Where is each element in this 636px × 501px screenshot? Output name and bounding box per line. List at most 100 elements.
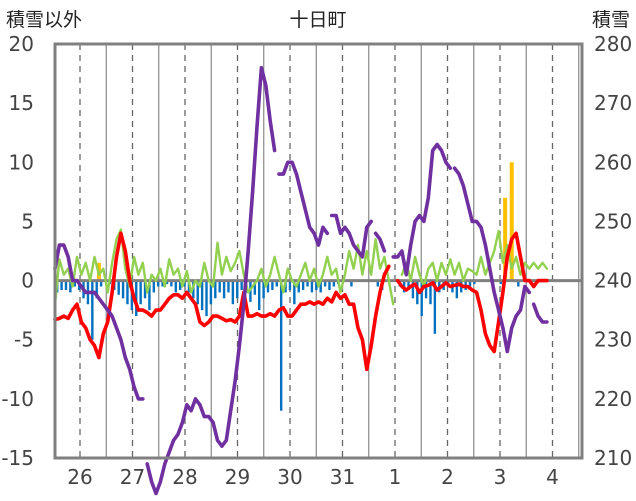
- precip-bar: [473, 280, 476, 285]
- right-tick-label: 260: [594, 150, 632, 174]
- precip-bar: [416, 280, 419, 305]
- gridlines: [79, 44, 580, 458]
- precip-bar: [297, 280, 300, 293]
- precip-bar: [165, 280, 169, 285]
- precip-bar: [271, 280, 274, 291]
- precip-bar: [332, 280, 336, 287]
- precip-bar: [121, 280, 125, 299]
- temperature-line: [53, 231, 549, 372]
- precip-bar: [420, 280, 423, 317]
- precip-bar: [95, 280, 98, 299]
- snowfall-bar: [509, 162, 514, 281]
- left-axis-ticks: 20 15 10 5 0 -5 -10 -15: [1, 32, 34, 470]
- precip-bar: [222, 280, 226, 299]
- precip-bar: [517, 280, 520, 287]
- precip-bar: [433, 280, 437, 334]
- precip-bar: [148, 280, 151, 311]
- precip-bar: [209, 280, 213, 305]
- precip-bar: [310, 280, 314, 293]
- snowfall-bar: [503, 197, 508, 281]
- precip-bar: [214, 280, 217, 299]
- precip-bar: [178, 280, 182, 291]
- precip-bar: [266, 280, 270, 293]
- left-tick-label: 15: [9, 91, 34, 115]
- day-label: 2: [441, 465, 454, 489]
- plot-background: [55, 44, 582, 458]
- precip-bar: [350, 280, 353, 287]
- right-tick-label: 230: [594, 328, 632, 352]
- precip-bar: [468, 280, 472, 287]
- precip-bar: [429, 280, 432, 305]
- day-label: 26: [67, 465, 92, 489]
- precip-bar: [306, 280, 309, 287]
- x-axis-ticks: 26 27 28 29 30 31 1 2 3 4: [67, 465, 559, 489]
- left-axis-title: 積雪以外: [6, 9, 82, 31]
- day-label: 31: [330, 465, 355, 489]
- precip-bar: [258, 280, 261, 311]
- precip-bar: [143, 280, 147, 299]
- precip-bar: [174, 280, 177, 293]
- right-axis-title: 積雪: [592, 9, 630, 31]
- precip-bar: [328, 280, 331, 291]
- precip-bar: [279, 280, 283, 411]
- precip-bar: [293, 280, 296, 305]
- precip-bar: [64, 280, 68, 291]
- right-tick-label: 270: [594, 91, 632, 115]
- left-tick-label: 0: [21, 269, 34, 293]
- precip-bar: [253, 280, 257, 295]
- precip-bar: [455, 280, 459, 299]
- precip-bar: [135, 280, 138, 317]
- precip-bar: [315, 280, 318, 291]
- precip-bar: [126, 280, 129, 305]
- day-label: 28: [172, 465, 197, 489]
- precip-bar: [73, 280, 76, 287]
- precip-bar: [183, 280, 186, 287]
- precip-bar: [152, 280, 156, 293]
- precip-bar: [196, 280, 199, 305]
- precip-bar: [275, 280, 278, 287]
- precip-bar: [236, 280, 239, 299]
- day-label: 29: [225, 465, 250, 489]
- right-tick-label: 240: [594, 269, 632, 293]
- day-label: 27: [120, 465, 145, 489]
- right-tick-label: 280: [594, 32, 632, 56]
- precip-bar: [139, 280, 142, 305]
- lines-layer: [53, 65, 549, 496]
- precip-bar: [424, 280, 428, 299]
- precip-bar: [205, 280, 208, 317]
- precip-bar: [301, 280, 305, 291]
- precip-bar: [323, 280, 327, 287]
- chart-title: 十日町: [289, 9, 346, 31]
- precip-bar: [218, 280, 221, 293]
- day-label: 30: [277, 465, 302, 489]
- precip-bar: [99, 280, 103, 287]
- precip-bar: [240, 280, 243, 291]
- precip-bar: [499, 280, 502, 285]
- left-tick-label: 10: [9, 150, 34, 174]
- left-tick-label: -10: [1, 387, 34, 411]
- precip-bar: [60, 280, 63, 291]
- right-tick-label: 210: [594, 446, 632, 470]
- precip-bar: [69, 280, 72, 293]
- precip-bar: [319, 280, 322, 293]
- precip-bar: [231, 280, 235, 305]
- precip-bar: [262, 280, 265, 299]
- left-tick-label: -15: [1, 446, 34, 470]
- precip-bar: [407, 280, 410, 291]
- precip-bar: [157, 280, 160, 287]
- snow-depth-line: [53, 65, 549, 496]
- precip-bar: [288, 280, 292, 291]
- plot-frame: [53, 42, 584, 460]
- right-axis-ticks: 280 270 260 250 240 230 220 210: [594, 32, 632, 470]
- left-tick-label: -5: [14, 328, 34, 352]
- day-label: 3: [494, 465, 507, 489]
- day-label: 1: [389, 465, 402, 489]
- precip-bar: [170, 280, 173, 287]
- precip-bar: [91, 280, 94, 340]
- precip-bar: [200, 280, 204, 311]
- precip-bar: [227, 280, 230, 293]
- right-tick-label: 250: [594, 209, 632, 233]
- left-tick-label: 5: [21, 209, 34, 233]
- right-tick-label: 220: [594, 387, 632, 411]
